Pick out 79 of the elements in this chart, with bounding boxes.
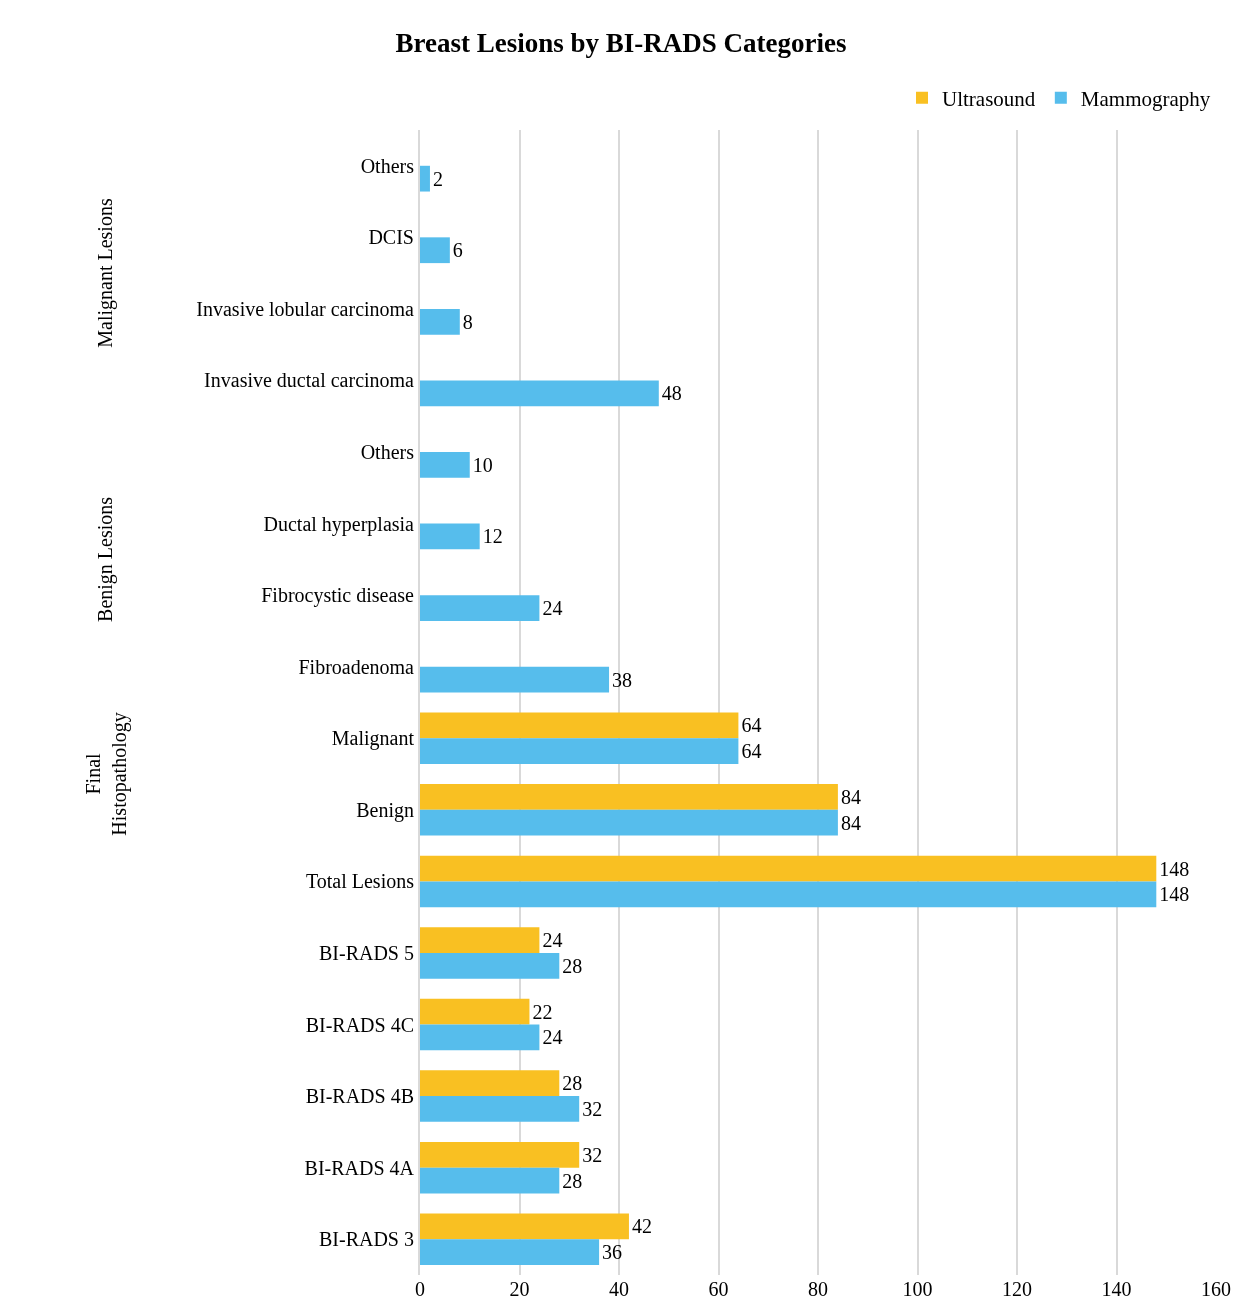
data-label: 6 [452,239,463,262]
bar [420,1096,580,1122]
bar [420,855,1157,882]
x-tick-label: 160 [1201,1278,1231,1300]
data-label: 84 [840,785,861,808]
bar [420,1167,560,1194]
bar [420,595,540,621]
data-label: 22 [532,1000,553,1023]
bar [420,165,430,192]
data-label: 84 [840,811,861,834]
data-label: 38 [612,668,633,691]
data-label: 12 [482,525,503,548]
bar [420,712,739,739]
bar [420,1213,629,1240]
data-label: 64 [741,740,762,763]
y-tick-label: Invasive ductal carcinoma [204,369,415,392]
legend-label: Ultrasound [942,86,1036,111]
data-label: 32 [582,1143,603,1166]
chart-title: Breast Lesions by BI-RADS Categories [395,27,847,58]
y-tick-label: Ductal hyperplasia [263,512,415,536]
y-tick-label: BI-RADS 4C [305,1013,414,1036]
data-label: 10 [472,453,493,476]
bar [420,809,838,836]
x-tick-label: 140 [1101,1278,1132,1300]
data-label: 8 [462,310,473,333]
bar [420,523,480,550]
bar [420,237,450,264]
y-tick-label: BI-RADS 4B [305,1085,414,1108]
y-tick-label: Others [360,441,415,464]
text: Malignant Lesions [94,198,118,348]
y-tick-label: BI-RADS 5 [318,941,414,964]
y-tick-label: Fibrocystic disease [261,584,415,608]
data-label: 42 [631,1215,652,1238]
x-tick-label: 40 [609,1278,629,1300]
y-tick-label: Malignant [331,727,415,751]
data-label: 28 [562,1169,583,1192]
data-label: 24 [542,1026,563,1049]
data-label: 36 [602,1241,623,1264]
y-tick-label: Invasive lobular carcinoma [196,297,415,320]
x-tick-label: 60 [708,1278,729,1300]
bar [420,927,540,953]
y-tick-label: Others [360,154,415,177]
data-label: 64 [741,714,762,737]
data-label: 28 [562,1072,583,1095]
legend-label: Mammography [1080,86,1211,111]
text: Benign Lesions [94,496,118,622]
x-tick-label: 120 [1002,1278,1032,1300]
bar [420,1141,580,1168]
bar [420,998,530,1025]
data-label: 148 [1159,883,1190,906]
bar [420,1070,560,1097]
bar [420,308,460,335]
x-tick-label: 20 [509,1278,530,1300]
y-tick-label: BI-RADS 4A [304,1156,415,1179]
y-tick-label: DCIS [368,226,414,249]
bar [420,666,610,693]
data-label: 48 [661,382,682,405]
text: Final Histopathology [81,712,131,836]
bar [420,380,659,407]
x-tick-label: 80 [808,1278,828,1300]
y-tick-label: BI-RADS 3 [318,1228,414,1251]
bar [420,738,739,765]
bar [420,784,838,810]
data-label: 24 [542,597,563,620]
y-tick-label: Benign [356,798,414,822]
bar [420,1024,540,1051]
x-tick-label: 100 [902,1278,933,1300]
bar [420,1239,600,1265]
data-label: 32 [582,1097,603,1120]
bar [420,452,470,478]
y-tick-label: Total Lesions [305,870,415,893]
data-label: 2 [432,167,443,190]
bar [420,952,560,979]
data-label: 24 [542,929,563,952]
data-label: 28 [562,954,583,977]
data-label: 148 [1159,857,1190,880]
bar [420,881,1157,908]
y-tick-label: Fibroadenoma [298,655,415,678]
x-tick-label: 0 [415,1278,425,1300]
